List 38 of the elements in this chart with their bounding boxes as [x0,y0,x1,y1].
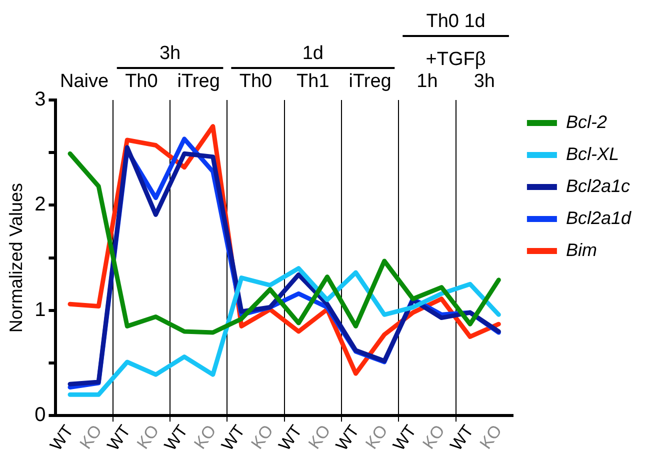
x-tick-label: KO [418,422,449,453]
x-tick-label: WT [218,422,249,454]
x-tick-label: KO [476,422,506,453]
x-tick-label: WT [46,422,78,454]
text: Naive [60,71,109,92]
y-tick-label: 2 [34,194,46,216]
legend-label: Bim [566,240,597,260]
x-tick-label: WT [332,422,363,454]
x-tick-label: WT [160,422,192,454]
y-tick-label: 1 [34,298,46,321]
x-tick-label: WT [104,422,134,454]
text: Th0 [125,71,158,92]
legend-label: Bcl-XL [566,144,619,164]
text: Th0 1d [426,11,486,32]
x-tick-label: KO [190,422,220,453]
text: iTreg [348,71,392,92]
text: Th1 [296,71,330,92]
x-tick-label: WT [446,422,478,454]
y-tick-label: 0 [34,404,46,426]
y-axis-title: Normalized Values [6,182,26,333]
legend-label: Bcl2a1c [566,176,630,196]
x-tick-label: WT [275,422,306,454]
text: Th0 [239,71,272,92]
y-tick-label: 3 [34,88,46,111]
x-tick-label: KO [133,422,163,453]
text: iTreg [177,71,220,92]
x-tick-label: KO [248,422,278,453]
text: 3h [159,43,181,64]
legend-label: Bcl-2 [566,112,607,132]
text: 1d [302,43,324,64]
x-tick-label: KO [304,422,334,453]
text: 1h [416,71,438,92]
x-tick-label: KO [362,422,392,453]
legend-label: Bcl2a1d [566,208,632,228]
text: 3h [474,71,495,92]
text: +TGFβ [426,49,486,70]
x-tick-label: WT [389,422,420,454]
x-tick-label: KO [76,422,106,453]
